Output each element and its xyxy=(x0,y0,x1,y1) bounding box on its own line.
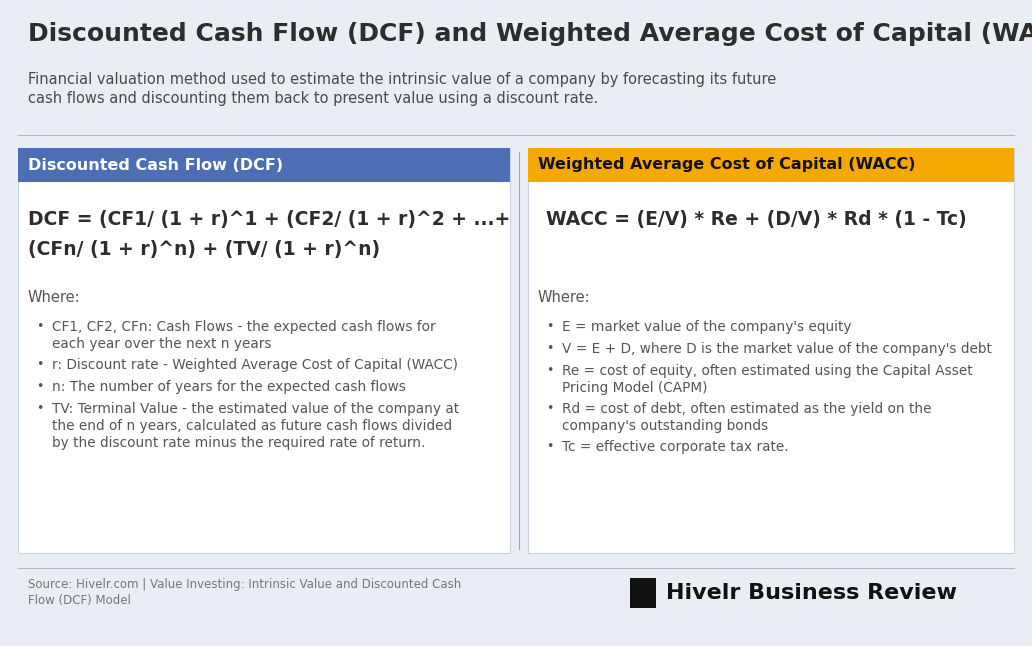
Text: n: The number of years for the expected cash flows: n: The number of years for the expected … xyxy=(52,380,406,394)
Text: DCF = (CF1/ (1 + r)^1 + (CF2/ (1 + r)^2 + ...+: DCF = (CF1/ (1 + r)^1 + (CF2/ (1 + r)^2 … xyxy=(28,210,510,229)
Text: the end of n years, calculated as future cash flows divided: the end of n years, calculated as future… xyxy=(52,419,452,433)
Text: Flow (DCF) Model: Flow (DCF) Model xyxy=(28,594,131,607)
Text: (CFn/ (1 + r)^n) + (TV/ (1 + r)^n): (CFn/ (1 + r)^n) + (TV/ (1 + r)^n) xyxy=(28,240,380,259)
Text: r: Discount rate - Weighted Average Cost of Capital (WACC): r: Discount rate - Weighted Average Cost… xyxy=(52,358,458,372)
FancyBboxPatch shape xyxy=(18,148,510,182)
Text: •: • xyxy=(36,320,43,333)
Text: •: • xyxy=(546,402,553,415)
FancyBboxPatch shape xyxy=(528,148,1014,553)
Text: •: • xyxy=(36,380,43,393)
Text: Discounted Cash Flow (DCF) and Weighted Average Cost of Capital (WACC): Discounted Cash Flow (DCF) and Weighted … xyxy=(28,22,1032,46)
Text: company's outstanding bonds: company's outstanding bonds xyxy=(562,419,768,433)
FancyBboxPatch shape xyxy=(18,148,510,553)
Text: •: • xyxy=(546,440,553,453)
Text: by the discount rate minus the required rate of return.: by the discount rate minus the required … xyxy=(52,436,425,450)
Text: •: • xyxy=(36,358,43,371)
Text: Where:: Where: xyxy=(538,290,590,305)
Text: Rd = cost of debt, often estimated as the yield on the: Rd = cost of debt, often estimated as th… xyxy=(562,402,932,416)
Text: CF1, CF2, CFn: Cash Flows - the expected cash flows for: CF1, CF2, CFn: Cash Flows - the expected… xyxy=(52,320,436,334)
FancyBboxPatch shape xyxy=(528,148,1014,182)
Text: V = E + D, where D is the market value of the company's debt: V = E + D, where D is the market value o… xyxy=(562,342,992,356)
Text: •: • xyxy=(546,320,553,333)
Text: Pricing Model (CAPM): Pricing Model (CAPM) xyxy=(562,381,708,395)
Text: •: • xyxy=(546,364,553,377)
FancyBboxPatch shape xyxy=(630,578,656,608)
Text: TV: Terminal Value - the estimated value of the company at: TV: Terminal Value - the estimated value… xyxy=(52,402,459,416)
Text: Re = cost of equity, often estimated using the Capital Asset: Re = cost of equity, often estimated usi… xyxy=(562,364,972,378)
Text: Tc = effective corporate tax rate.: Tc = effective corporate tax rate. xyxy=(562,440,788,454)
Text: Financial valuation method used to estimate the intrinsic value of a company by : Financial valuation method used to estim… xyxy=(28,72,776,87)
Text: •: • xyxy=(36,402,43,415)
Text: Where:: Where: xyxy=(28,290,80,305)
Text: cash flows and discounting them back to present value using a discount rate.: cash flows and discounting them back to … xyxy=(28,91,599,106)
Text: •: • xyxy=(546,342,553,355)
Text: Source: Hivelr.com | Value Investing: Intrinsic Value and Discounted Cash: Source: Hivelr.com | Value Investing: In… xyxy=(28,578,461,591)
Text: E = market value of the company's equity: E = market value of the company's equity xyxy=(562,320,851,334)
Text: WACC = (E/V) * Re + (D/V) * Rd * (1 - Tc): WACC = (E/V) * Re + (D/V) * Rd * (1 - Tc… xyxy=(533,210,967,229)
Text: Hivelr Business Review: Hivelr Business Review xyxy=(666,583,957,603)
Text: each year over the next n years: each year over the next n years xyxy=(52,337,271,351)
Text: Discounted Cash Flow (DCF): Discounted Cash Flow (DCF) xyxy=(28,158,283,172)
Text: Weighted Average Cost of Capital (WACC): Weighted Average Cost of Capital (WACC) xyxy=(538,158,915,172)
